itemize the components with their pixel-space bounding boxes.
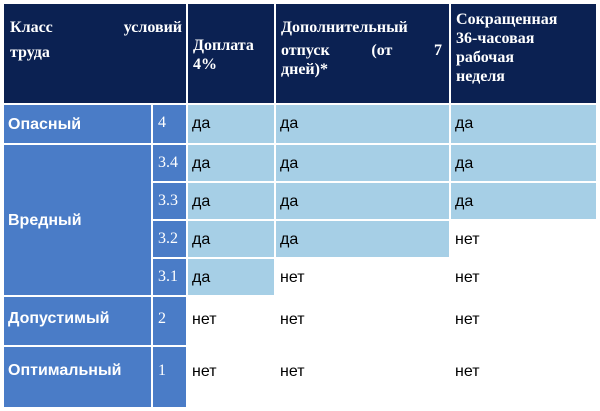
subclass-cell: 3.2 bbox=[153, 221, 189, 259]
header-bonus-line1: Доплата bbox=[193, 37, 254, 54]
week-cell: да bbox=[451, 145, 597, 183]
table-row: 3.1 да нет нет bbox=[4, 259, 597, 297]
header-week-line1: Сокращенная bbox=[456, 11, 558, 28]
leave-cell: да bbox=[276, 105, 452, 145]
header-leave-line1: Дополнительный bbox=[281, 19, 408, 36]
subclass-cell: 3.1 bbox=[153, 259, 189, 297]
table-row: 3.2 да да нет bbox=[4, 221, 597, 259]
bonus-cell: да bbox=[188, 183, 277, 221]
category-dangerous: Опасный bbox=[4, 105, 153, 145]
leave-cell: нет bbox=[276, 347, 452, 407]
category-optimal: Оптимальный bbox=[4, 347, 153, 407]
table-row: Оптимальный 1 нет нет нет bbox=[4, 347, 597, 407]
header-week: Сокращенная 36-часовая рабочая неделя bbox=[451, 4, 597, 105]
bonus-cell: да bbox=[188, 259, 277, 297]
leave-cell: да bbox=[276, 183, 452, 221]
week-cell: нет bbox=[451, 297, 597, 347]
subclass-cell: 3.4 bbox=[153, 145, 189, 183]
header-class: Класс условий труда bbox=[4, 4, 189, 105]
subclass-cell: 3.3 bbox=[153, 183, 189, 221]
leave-cell: да bbox=[276, 221, 452, 259]
header-bonus-line2: 4% bbox=[193, 56, 218, 73]
header-class-word1: Класс bbox=[10, 19, 53, 36]
header-bonus: Доплата 4% bbox=[188, 4, 277, 105]
table-row: Вредный 3.4 да да да bbox=[4, 145, 597, 297]
week-cell: нет bbox=[451, 221, 597, 259]
header-week-line3: рабочая bbox=[456, 49, 514, 66]
subclass-cell: 4 bbox=[153, 105, 189, 145]
table-row: Опасный 4 да да да bbox=[4, 105, 597, 145]
week-cell: да bbox=[451, 183, 597, 221]
leave-cell: нет bbox=[276, 259, 452, 297]
table-row: 3.3 да да да bbox=[4, 183, 597, 221]
table-row: Допустимый 2 нет нет нет bbox=[4, 297, 597, 347]
category-harmful: Вредный bbox=[4, 145, 153, 297]
bonus-cell: нет bbox=[188, 347, 277, 407]
bonus-cell: да bbox=[188, 145, 277, 183]
week-cell: да bbox=[451, 105, 597, 145]
leave-cell: нет bbox=[276, 297, 452, 347]
header-leave: Дополнительный отпуск (от 7 дней)* bbox=[276, 4, 452, 105]
category-acceptable: Допустимый bbox=[4, 297, 153, 347]
subclass-cell: 1 bbox=[153, 347, 189, 407]
header-leave-word2: (от bbox=[371, 42, 393, 59]
week-cell: нет bbox=[451, 259, 597, 297]
leave-cell: да bbox=[276, 145, 452, 183]
week-cell: нет bbox=[451, 347, 597, 407]
header-week-line2: 36-часовая bbox=[456, 30, 535, 47]
subclass-cell: 2 bbox=[153, 297, 189, 347]
header-class-word2: условий bbox=[123, 19, 183, 36]
working-conditions-table: Класс условий труда Доплата 4% Дополните… bbox=[4, 4, 597, 407]
bonus-cell: нет bbox=[188, 297, 277, 347]
header-leave-line3: дней)* bbox=[281, 61, 328, 78]
header-class-word3: труда bbox=[10, 44, 50, 61]
bonus-cell: да bbox=[188, 105, 277, 145]
header-leave-word1: отпуск bbox=[281, 42, 330, 59]
bonus-cell: да bbox=[188, 221, 277, 259]
header-week-line4: неделя bbox=[456, 68, 505, 85]
header-leave-word3: 7 bbox=[434, 42, 443, 59]
